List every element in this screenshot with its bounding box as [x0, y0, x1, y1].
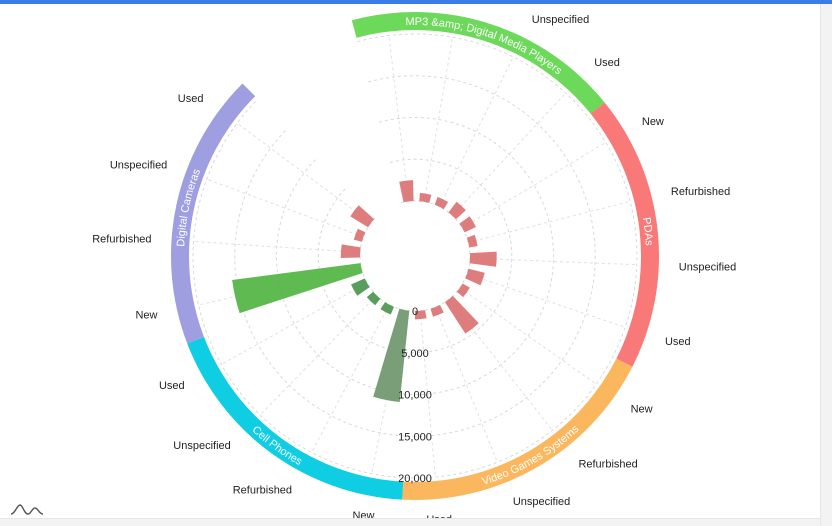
value-tick-label-2: 10,000 [398, 390, 432, 402]
grid-radial-16 [198, 267, 362, 306]
grid-arc-0 [359, 200, 471, 312]
grid-radial-13 [311, 304, 390, 453]
bar-0-0 [399, 180, 414, 203]
bar-3-3 [351, 278, 370, 296]
value-tick-label-4: 20,000 [398, 473, 432, 485]
category-label-6: Unspecified [679, 261, 736, 273]
group-ring-4 [171, 83, 256, 344]
category-label-12: New [352, 510, 374, 518]
value-axis: 0 5,000 10,000 15,000 20,000 [398, 306, 432, 485]
category-label-13: Refurbished [233, 485, 292, 497]
category-label-14: Unspecified [173, 440, 230, 452]
group-label-text-2: Video Games Systems [481, 423, 582, 488]
category-label-15: Used [159, 380, 185, 392]
bar-0-3 [448, 201, 466, 220]
grid-radial-4 [462, 142, 607, 229]
bar-2-1 [444, 295, 479, 334]
bar-3-0 [373, 308, 410, 403]
grid-radial-8 [459, 287, 597, 385]
category-label-3: Used [594, 57, 620, 69]
bar-4-3 [350, 205, 375, 228]
grid-lines [192, 33, 638, 479]
grid-radial-2 [438, 56, 514, 207]
grid-arc-1 [317, 158, 513, 354]
category-label-16: New [135, 309, 157, 321]
category-label-2: Unspecified [532, 14, 589, 26]
horizontal-scrollbar[interactable] [0, 518, 820, 526]
grid-radial-17 [193, 240, 361, 253]
category-label-18: Unspecified [110, 160, 167, 172]
group-label-text-1: PDAs [640, 217, 655, 247]
chart-logo-icon [10, 504, 44, 515]
bar-1-3 [465, 268, 485, 286]
category-label-5: Refurbished [671, 186, 730, 198]
category-label-9: Refurbished [578, 458, 637, 470]
radial-bar-chart: MP3 &amp; Digital Media PlayersNewRefurb… [92, 0, 736, 526]
grid-radial-0 [388, 35, 410, 202]
group-label-path-3 [192, 342, 403, 495]
group-ring-3 [187, 336, 404, 500]
category-label-8: New [631, 403, 653, 415]
grid-radial-3 [451, 92, 567, 216]
category-label-4: New [642, 116, 664, 128]
bar-3-1 [380, 302, 394, 315]
group-ring-1 [590, 102, 659, 367]
grid-arc-2 [276, 117, 554, 395]
group-ring-2 [402, 358, 633, 500]
bar-2-3 [414, 310, 427, 320]
group-label-3: Cell Phones [250, 424, 305, 468]
vertical-scrollbar[interactable] [820, 4, 832, 526]
group-label-1: PDAs [640, 217, 655, 247]
grid-radial-9 [448, 298, 553, 431]
category-label-10: Unspecified [513, 496, 570, 508]
bar-0-1 [419, 192, 432, 203]
grid-radial-7 [466, 273, 626, 328]
bar-1-1 [466, 234, 478, 248]
group-ring-0 [351, 12, 605, 114]
bar-0-2 [434, 196, 449, 210]
bar-3-2 [366, 291, 381, 306]
grid-radial-15 [221, 282, 368, 365]
category-label-19: Used [178, 93, 204, 105]
bar-1-2 [469, 251, 497, 267]
top-accent-bar [0, 0, 832, 4]
grid-arc-4 [192, 33, 638, 479]
group-label-2: Video Games Systems [481, 423, 582, 488]
grid-radial-14 [259, 295, 377, 416]
value-tick-label-3: 15,000 [398, 431, 432, 443]
grid-radial-5 [468, 200, 631, 243]
category-label-7: Used [665, 336, 691, 348]
group-label-text-3: Cell Phones [250, 424, 305, 468]
bar-1-0 [459, 216, 476, 233]
grid-radial-19 [236, 122, 372, 224]
grid-radial-1 [423, 37, 454, 202]
category-label-17: Refurbished [92, 234, 151, 246]
value-tick-label-0: 0 [412, 306, 418, 318]
grid-radial-12 [371, 309, 405, 474]
bar-2-0 [456, 283, 470, 298]
grid-radial-18 [206, 178, 364, 238]
bar-4-1 [340, 244, 361, 258]
bar-4-0 [232, 263, 363, 314]
bar-2-2 [430, 304, 444, 317]
grid-arc-3 [234, 75, 596, 437]
bar-4-2 [353, 228, 366, 242]
grid-radial-11 [419, 310, 436, 478]
value-tick-label-1: 5,000 [401, 348, 429, 360]
grid-radial-6 [469, 257, 637, 266]
grid-radial-10 [434, 306, 498, 463]
